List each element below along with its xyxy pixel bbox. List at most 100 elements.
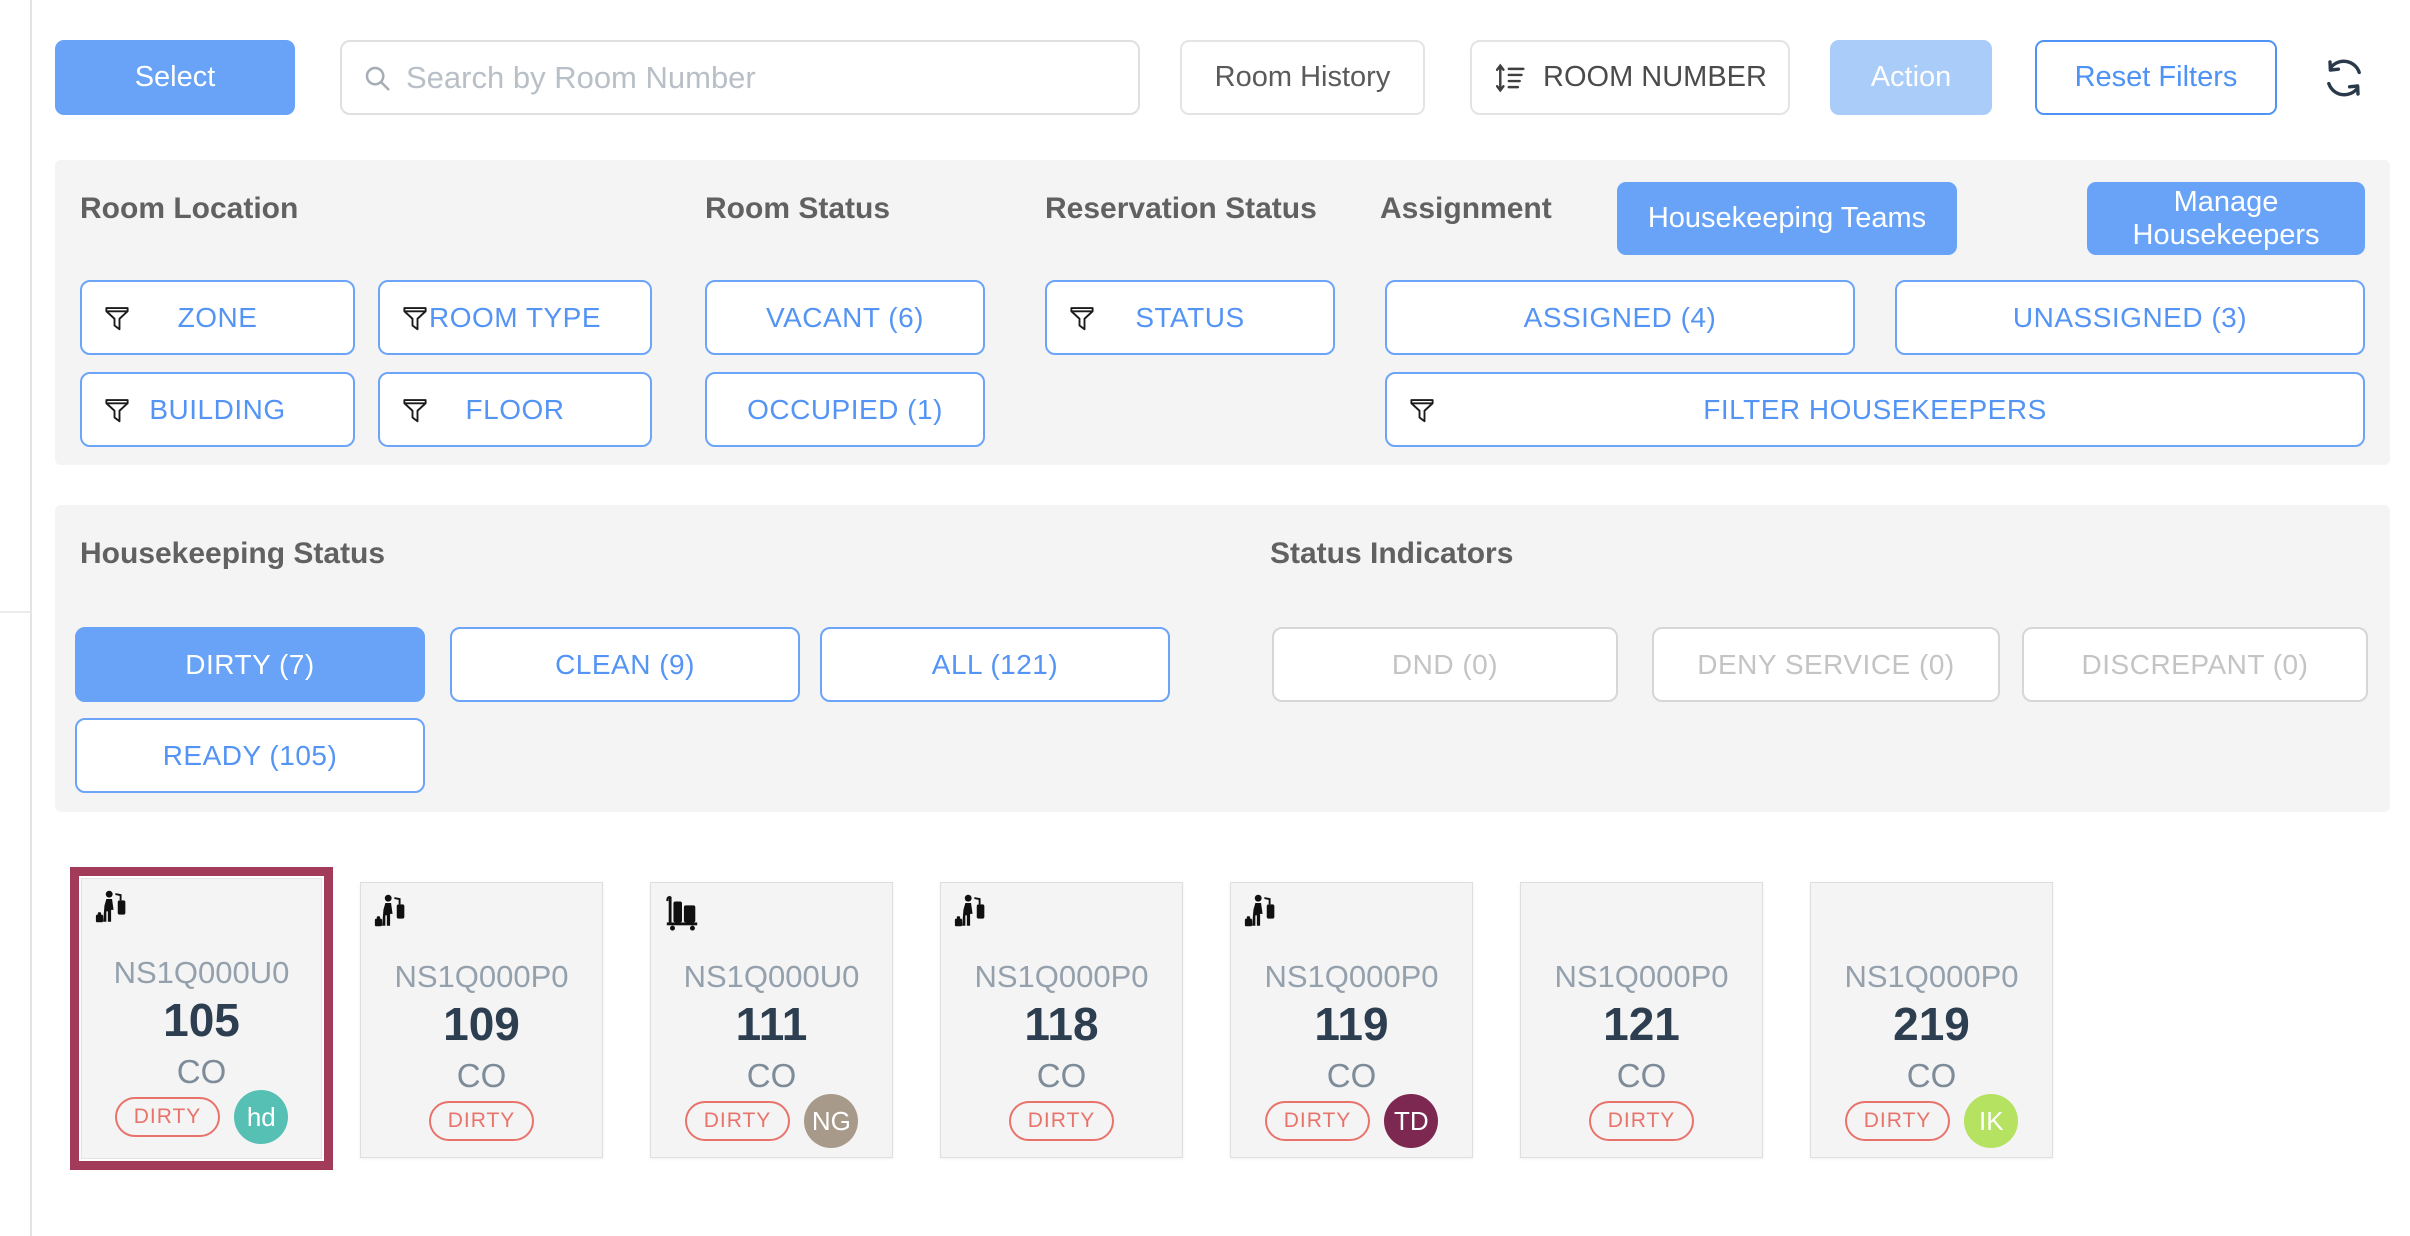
reservation-status: CO [1036, 1057, 1087, 1094]
deny-service-indicator-button[interactable]: DENY SERVICE (0) [1652, 627, 2000, 702]
reservation-status-filter-button[interactable]: STATUS [1045, 280, 1335, 355]
housekeeper-badge[interactable]: NG [804, 1094, 859, 1148]
action-button[interactable]: Action [1830, 40, 1992, 115]
room-card-219[interactable]: NS1Q000P0 219 CO DIRTY IK [1810, 882, 2053, 1158]
guest-with-luggage-icon [94, 889, 132, 932]
dirty-status-pill: DIRTY [684, 1101, 791, 1141]
section-title-room-status: Room Status [705, 192, 891, 225]
guest-with-luggage-icon [373, 893, 411, 936]
funnel-icon [1067, 303, 1097, 333]
sort-icon [1493, 61, 1527, 95]
filter-panel: Room Location Room Status Reservation St… [55, 160, 2390, 465]
room-type: NS1Q000U0 [683, 959, 860, 994]
filter-housekeepers-label: FILTER HOUSEKEEPERS [1703, 393, 2047, 425]
section-title-status-indicators: Status Indicators [1270, 537, 1514, 570]
room-number: 118 [1024, 998, 1099, 1050]
reservation-status: CO [176, 1053, 227, 1090]
discrepant-indicator-label: DISCREPANT (0) [2081, 648, 2309, 680]
room-number: 111 [735, 998, 808, 1050]
dirty-status-pill: DIRTY [1588, 1101, 1695, 1141]
luggage-cart-icon [663, 893, 701, 936]
floor-filter-label: FLOOR [465, 393, 565, 425]
reset-filters-button[interactable]: Reset Filters [2035, 40, 2277, 115]
funnel-icon [102, 303, 132, 333]
sort-control[interactable]: ROOM NUMBER [1470, 40, 1790, 115]
funnel-icon [102, 395, 132, 425]
reservation-status: CO [1326, 1057, 1377, 1094]
housekeeping-status-panel: Housekeeping Status Status Indicators DI… [55, 505, 2390, 812]
dirty-filter-label: DIRTY (7) [185, 648, 315, 680]
page-left-tick [0, 611, 30, 613]
occupied-filter-button[interactable]: OCCUPIED (1) [705, 372, 985, 447]
deny-service-indicator-label: DENY SERVICE (0) [1697, 648, 1955, 680]
room-type: NS1Q000P0 [1554, 959, 1729, 994]
zone-filter-button[interactable]: ZONE [80, 280, 355, 355]
funnel-icon [1407, 395, 1437, 425]
room-card-111[interactable]: NS1Q000U0 111 CO DIRTY NG [650, 882, 893, 1158]
dirty-status-pill: DIRTY [1264, 1101, 1371, 1141]
ready-filter-label: READY (105) [162, 739, 338, 771]
housekeeper-badge[interactable]: TD [1384, 1094, 1439, 1148]
section-title-reservation-status: Reservation Status [1045, 192, 1317, 225]
section-title-assignment: Assignment [1380, 192, 1552, 225]
dnd-indicator-label: DND (0) [1391, 648, 1499, 680]
building-filter-button[interactable]: BUILDING [80, 372, 355, 447]
section-title-housekeeping-status: Housekeeping Status [80, 537, 386, 570]
floor-filter-button[interactable]: FLOOR [378, 372, 652, 447]
assigned-filter-label: ASSIGNED (4) [1523, 301, 1717, 333]
unassigned-filter-label: UNASSIGNED (3) [2012, 301, 2248, 333]
manage-housekeepers-button[interactable]: Manage Housekeepers [2087, 182, 2365, 255]
reservation-status: CO [1616, 1057, 1667, 1094]
room-type: NS1Q000P0 [1264, 959, 1439, 994]
dirty-filter-button[interactable]: DIRTY (7) [75, 627, 425, 702]
occupied-filter-label: OCCUPIED (1) [747, 393, 943, 425]
search-box[interactable] [340, 40, 1140, 115]
room-card-105-selected[interactable]: NS1Q000U0 105 CO DIRTY hd [70, 867, 333, 1170]
search-input[interactable] [406, 59, 1118, 96]
room-number: 121 [1603, 998, 1680, 1050]
building-filter-label: BUILDING [149, 393, 286, 425]
room-type: NS1Q000P0 [974, 959, 1149, 994]
guest-with-luggage-icon [1243, 893, 1281, 936]
room-type-filter-label: ROOM TYPE [428, 301, 601, 333]
room-type: NS1Q000P0 [394, 959, 569, 994]
guest-with-luggage-icon [953, 893, 991, 936]
filter-housekeepers-button[interactable]: FILTER HOUSEKEEPERS [1385, 372, 2365, 447]
discrepant-indicator-button[interactable]: DISCREPANT (0) [2022, 627, 2368, 702]
room-card-118[interactable]: NS1Q000P0 118 CO DIRTY [940, 882, 1183, 1158]
dirty-status-pill: DIRTY [428, 1101, 535, 1141]
dnd-indicator-button[interactable]: DND (0) [1272, 627, 1618, 702]
room-number: 119 [1314, 998, 1389, 1050]
room-history-button[interactable]: Room History [1180, 40, 1425, 115]
ready-filter-button[interactable]: READY (105) [75, 718, 425, 793]
select-button[interactable]: Select [55, 40, 295, 115]
assigned-filter-button[interactable]: ASSIGNED (4) [1385, 280, 1855, 355]
housekeeping-teams-button[interactable]: Housekeeping Teams [1617, 182, 1957, 255]
section-title-room-location: Room Location [80, 192, 299, 225]
vacant-filter-button[interactable]: VACANT (6) [705, 280, 985, 355]
reservation-status: CO [746, 1057, 797, 1094]
room-type: NS1Q000U0 [113, 955, 290, 990]
room-number: 109 [443, 998, 520, 1050]
room-card-109[interactable]: NS1Q000P0 109 CO DIRTY [360, 882, 603, 1158]
clean-filter-label: CLEAN (9) [555, 648, 695, 680]
room-card-121[interactable]: NS1Q000P0 121 CO DIRTY [1520, 882, 1763, 1158]
room-type: NS1Q000P0 [1844, 959, 2019, 994]
room-card-119[interactable]: NS1Q000P0 119 CO DIRTY TD [1230, 882, 1473, 1158]
room-number: 105 [163, 994, 240, 1046]
funnel-icon [400, 303, 430, 333]
sort-label: ROOM NUMBER [1543, 61, 1767, 93]
all-filter-button[interactable]: ALL (121) [820, 627, 1170, 702]
clean-filter-button[interactable]: CLEAN (9) [450, 627, 800, 702]
housekeeper-badge[interactable]: hd [234, 1090, 289, 1144]
reservation-status-filter-label: STATUS [1135, 301, 1245, 333]
dirty-status-pill: DIRTY [114, 1097, 221, 1137]
refresh-icon[interactable] [2316, 50, 2372, 106]
housekeeper-badge[interactable]: IK [1964, 1094, 2019, 1148]
room-type-filter-button[interactable]: ROOM TYPE [378, 280, 652, 355]
vacant-filter-label: VACANT (6) [766, 301, 924, 333]
zone-filter-label: ZONE [177, 301, 258, 333]
reservation-status: CO [1906, 1057, 1957, 1094]
unassigned-filter-button[interactable]: UNASSIGNED (3) [1895, 280, 2365, 355]
